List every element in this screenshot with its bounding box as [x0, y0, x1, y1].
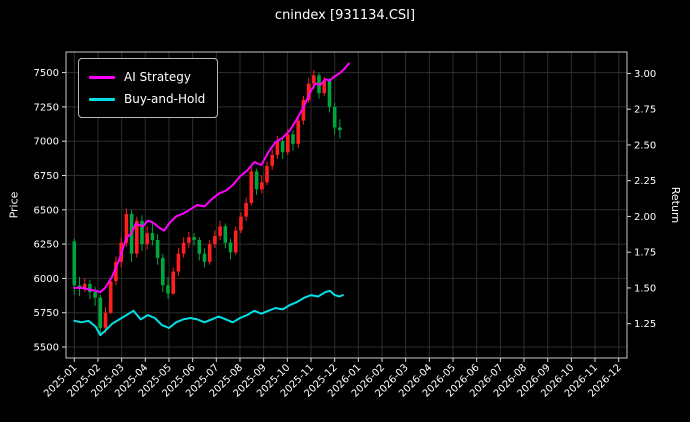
svg-text:2.50: 2.50: [634, 140, 656, 151]
legend-label: Buy-and-Hold: [124, 92, 206, 106]
svg-text:6250: 6250: [34, 240, 59, 251]
y-axis-label-price: Price: [7, 191, 21, 219]
buy-and-hold-line-swatch: [89, 97, 115, 101]
ai-strategy-line-swatch: [89, 75, 115, 79]
svg-text:7250: 7250: [34, 102, 59, 113]
svg-text:6750: 6750: [34, 171, 59, 182]
legend-item-buy-and-hold: Buy-and-Hold: [89, 88, 205, 110]
svg-text:2.75: 2.75: [634, 105, 656, 116]
svg-text:2.00: 2.00: [634, 212, 656, 223]
legend-item-ai-strategy: AI Strategy: [89, 66, 205, 88]
svg-text:1.75: 1.75: [634, 248, 656, 259]
svg-text:7000: 7000: [34, 137, 59, 148]
legend-label: AI Strategy: [124, 70, 191, 84]
svg-text:2.25: 2.25: [634, 176, 656, 187]
svg-text:1.50: 1.50: [634, 283, 656, 294]
svg-text:6500: 6500: [34, 205, 59, 216]
svg-text:5500: 5500: [34, 343, 59, 354]
chart-title: cnindex [931134.CSI]: [274, 8, 416, 23]
svg-text:5750: 5750: [34, 308, 59, 319]
svg-text:6000: 6000: [34, 274, 59, 285]
svg-text:1.25: 1.25: [634, 319, 656, 330]
y-axis-label-return: Return: [669, 186, 683, 224]
chart-legend: AI Strategy Buy-and-Hold: [78, 58, 219, 118]
svg-text:3.00: 3.00: [634, 69, 656, 80]
svg-text:7500: 7500: [34, 68, 59, 79]
